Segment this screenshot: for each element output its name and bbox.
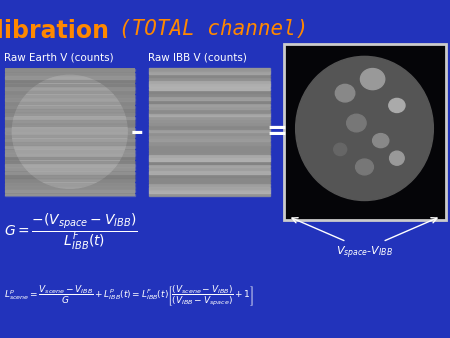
Bar	[148, 113, 270, 116]
Ellipse shape	[389, 98, 405, 113]
Bar	[148, 129, 270, 132]
Bar	[148, 180, 270, 183]
Bar	[148, 91, 270, 93]
Ellipse shape	[356, 159, 373, 175]
Bar	[4, 150, 135, 152]
Bar	[148, 78, 270, 80]
Bar	[148, 177, 270, 180]
Bar	[4, 117, 135, 119]
Bar	[148, 190, 270, 193]
Bar	[4, 157, 135, 159]
Bar	[148, 193, 270, 196]
Ellipse shape	[390, 151, 404, 165]
Text: Raw IBB V (counts): Raw IBB V (counts)	[148, 52, 248, 63]
Bar	[4, 168, 135, 170]
Bar	[148, 94, 270, 97]
Bar	[148, 100, 270, 103]
Bar	[148, 116, 270, 119]
Bar	[4, 190, 135, 192]
Bar	[148, 174, 270, 177]
Bar	[148, 142, 270, 145]
Bar	[4, 69, 135, 71]
Text: –: –	[131, 120, 144, 144]
Bar	[148, 120, 270, 122]
Bar	[148, 75, 270, 77]
Bar	[4, 95, 135, 97]
Bar	[148, 110, 270, 113]
Bar	[148, 165, 270, 167]
Bar	[148, 81, 270, 84]
Bar	[148, 148, 270, 151]
Bar	[4, 91, 135, 93]
Bar	[284, 44, 446, 220]
Bar	[4, 172, 135, 174]
Bar	[148, 68, 270, 71]
Text: $V_{space}$-$V_{IBB}$: $V_{space}$-$V_{IBB}$	[336, 245, 393, 262]
Text: $L^{p}_{scene} = \dfrac{V_{scene}-V_{IBB}}{G} + L^{p}_{IBB}(t) = L^{F}_{IBB}(t)\: $L^{p}_{scene} = \dfrac{V_{scene}-V_{IBB…	[4, 284, 254, 309]
Bar	[148, 184, 270, 187]
Bar	[4, 153, 135, 156]
Bar	[4, 165, 135, 167]
Bar	[4, 131, 135, 134]
Bar	[148, 155, 270, 158]
Bar	[4, 161, 135, 163]
Bar	[4, 142, 135, 145]
Bar	[148, 136, 270, 138]
Bar	[148, 88, 270, 90]
Text: Raw Earth V (counts): Raw Earth V (counts)	[4, 52, 114, 63]
Bar	[4, 187, 135, 189]
Text: In-orbit calibration: In-orbit calibration	[0, 19, 117, 43]
Bar	[148, 68, 270, 196]
Bar	[4, 175, 135, 178]
Bar	[4, 183, 135, 185]
Bar	[148, 103, 270, 106]
Bar	[148, 161, 270, 164]
Bar	[148, 123, 270, 125]
Bar	[148, 84, 270, 87]
Bar	[4, 179, 135, 182]
Bar	[4, 128, 135, 130]
Bar	[4, 113, 135, 115]
Bar	[4, 135, 135, 137]
Bar	[148, 187, 270, 190]
Text: =: =	[266, 120, 287, 144]
Bar	[4, 68, 135, 196]
Bar	[148, 158, 270, 161]
Bar	[148, 168, 270, 170]
Text: $G = \dfrac{-(V_{space} - V_{IBB})}{L^{F}_{IBB}(t)}$: $G = \dfrac{-(V_{space} - V_{IBB})}{L^{F…	[4, 211, 138, 252]
Bar	[4, 120, 135, 123]
Bar	[4, 139, 135, 141]
Bar	[148, 126, 270, 129]
Bar	[148, 139, 270, 141]
Bar	[4, 84, 135, 86]
Ellipse shape	[335, 84, 355, 102]
Bar	[148, 97, 270, 100]
Ellipse shape	[12, 75, 127, 188]
Ellipse shape	[334, 143, 346, 155]
Bar	[4, 98, 135, 101]
Bar	[4, 76, 135, 79]
Bar	[148, 132, 270, 135]
Bar	[148, 152, 270, 154]
Bar	[4, 73, 135, 75]
Bar	[4, 80, 135, 82]
Bar	[4, 124, 135, 126]
Ellipse shape	[360, 69, 385, 90]
Bar	[4, 102, 135, 104]
Bar	[148, 171, 270, 174]
Text: (TOTAL channel): (TOTAL channel)	[119, 19, 309, 39]
Bar	[148, 145, 270, 148]
Bar	[4, 106, 135, 108]
Ellipse shape	[373, 134, 389, 148]
Bar	[148, 71, 270, 74]
Bar	[4, 110, 135, 112]
Ellipse shape	[346, 114, 366, 132]
Ellipse shape	[296, 56, 433, 200]
Bar	[4, 146, 135, 148]
Bar	[4, 88, 135, 90]
Bar	[4, 194, 135, 196]
Bar	[148, 107, 270, 110]
